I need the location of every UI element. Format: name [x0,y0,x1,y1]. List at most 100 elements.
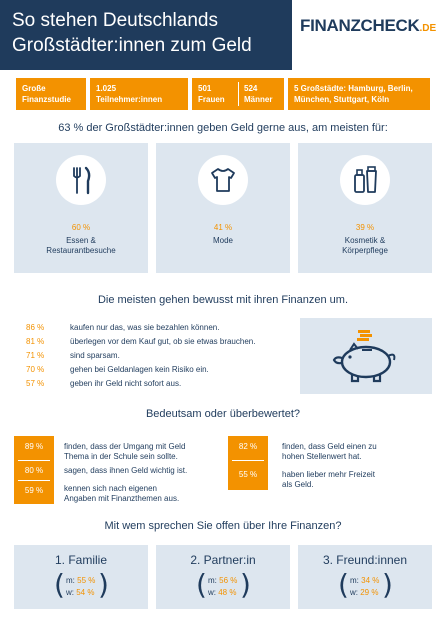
openness-partner-label: 2. Partner:in [190,553,256,567]
finance-row-pct: 81 % [26,337,45,346]
finance-row-text: überlegen vor dem Kauf gut, ob sie etwas… [70,337,256,346]
m-label: m: [208,576,217,585]
openness-family-m: m: 55 % [66,576,95,585]
page-title-line-1: So stehen Deutschlands [12,10,218,31]
importance-right-line: haben lieber mehr Freizeit [282,470,375,479]
piggy-bank-panel [300,318,432,394]
category-fashion-label-line-1: Mode [212,236,233,245]
finanzcheck-logo: FINANZCHECK.DE [300,16,436,36]
importance-left-pct: 89 % [24,442,44,451]
importance-right-pct-column: 82 % 55 % [228,436,268,490]
finance-row-text: gehen bei Geldanlagen kein Risiko ein. [70,365,209,374]
importance-right-pct: 55 % [238,470,258,479]
category-food-pct: 60 % [71,223,91,232]
importance-left-line: Thema in der Schule sein sollte. [64,452,178,461]
category-food-label-line-2: Restaurantbesuche [46,246,116,255]
openness-partner-w: w: 48 % [208,588,236,597]
women-count: 501 [198,84,212,93]
openness-family-label: 1. Familie [54,553,107,567]
finance-row-pct: 70 % [26,365,45,374]
importance-left-row: sagen, dass ihnen Geld wichtig ist. [64,466,187,476]
importance-left-pct-column: 89 % 80 % 59 % [14,436,54,504]
logo-suffix-text: .DE [419,23,437,34]
w-label: w: [350,588,358,597]
w-label: w: [66,588,74,597]
importance-right-line: hohen Stellenwert hat. [282,452,362,461]
openness-family-w: w: 54 % [66,588,94,597]
category-food-label-line-1: Essen & [66,236,96,245]
importance-title: Bedeutsam oder überbewertet? [145,408,301,420]
title-box: So stehen Deutschlands Großstädter:innen… [0,0,292,70]
importance-left-pct: 59 % [24,486,44,495]
importance-left-line: finden, dass der Umgang mit Geld [64,442,186,451]
m-label: m: [350,576,359,585]
category-fashion-label: Mode [156,236,290,246]
bracket-right-icon: ) [240,568,251,601]
importance-right-row: haben lieber mehr Freizeit als Geld. [282,470,375,490]
finance-row-pct: 57 % [26,379,45,388]
cutlery-icon [56,155,106,205]
pct-divider [232,460,264,461]
study-line-1: Große [22,84,46,93]
pct-divider [18,460,50,461]
importance-left-line: kennen sich nach eigenen [64,484,157,493]
openness-friends-label: 3. Freund:innen [322,553,408,567]
piggy-bank-icon [332,330,396,383]
openness-title: Mit wem sprechen Sie offen über Ihre Fin… [104,520,342,532]
category-cosmetics-label: Kosmetik & Körperpflege [298,236,432,256]
cities-box: 5 Großstädte: Hamburg, Berlin, München, … [288,78,430,110]
importance-right-line: als Geld. [282,480,314,489]
cosmetics-icon [340,155,390,205]
men-label: Männer [244,95,273,104]
participants-label: Teilnehmer:innen [96,95,163,104]
header: So stehen Deutschlands Großstädter:innen… [0,0,446,70]
finance-title: Die meisten gehen bewusst mit ihren Fina… [97,294,349,306]
category-food: 60 % Essen & Restaurantbesuche [14,143,148,273]
openness-friends-m: m: 34 % [350,576,379,585]
importance-left-pct: 80 % [24,466,44,475]
category-food-label: Essen & Restaurantbesuche [14,236,148,256]
importance-right-line: finden, dass Geld einen zu [282,442,377,451]
bracket-left-icon: ( [54,568,65,601]
openness-partner-m: m: 56 % [208,576,237,585]
bracket-left-icon: ( [338,568,349,601]
page-title-line-2: Großstädter:innen zum Geld [12,35,252,56]
category-cosmetics-pct: 39 % [355,223,375,232]
importance-left-row: kennen sich nach eigenen Angaben mit Fin… [64,484,179,504]
category-cosmetics-label-line-1: Kosmetik & [344,236,386,245]
finance-row-pct: 86 % [26,323,45,332]
spending-title: 63 % der Großstädter:innen geben Geld ge… [58,122,388,134]
bracket-right-icon: ) [382,568,393,601]
category-cosmetics-label-line-2: Körperpflege [342,246,388,255]
finance-row-pct: 71 % [26,351,45,360]
category-fashion: 41 % Mode [156,143,290,273]
bracket-left-icon: ( [196,568,207,601]
cities-line-1: 5 Großstädte: Hamburg, Berlin, [294,84,413,93]
openness-partner: 2. Partner:in ( ) m: 56 % w: 48 % [156,545,290,609]
m-value: 34 % [361,576,380,585]
openness-friends: 3. Freund:innen ( ) m: 34 % w: 29 % [298,545,432,609]
pct-divider [18,480,50,481]
w-value: 48 % [218,588,237,597]
importance-right-pct: 82 % [238,442,258,451]
m-value: 55 % [77,576,96,585]
women-label: Frauen [198,95,225,104]
openness-family: 1. Familie ( ) m: 55 % w: 54 % [14,545,148,609]
finance-row-text: sind sparsam. [70,351,120,360]
tshirt-icon [198,155,248,205]
participants-box: 1.025 Teilnehmer:innen [90,78,188,110]
finance-row-text: kaufen nur das, was sie bezahlen können. [70,323,220,332]
bracket-right-icon: ) [98,568,109,601]
m-value: 56 % [219,576,238,585]
category-cosmetics: 39 % Kosmetik & Körperpflege [298,143,432,273]
importance-left-row: finden, dass der Umgang mit Geld Thema i… [64,442,185,462]
study-line-2: Finanzstudie [22,95,71,104]
finance-row-text: geben ihr Geld nicht sofort aus. [70,379,182,388]
w-label: w: [208,588,216,597]
m-label: m: [66,576,75,585]
w-value: 29 % [360,588,379,597]
gender-separator [238,82,239,106]
importance-right-row: finden, dass Geld einen zu hohen Stellen… [282,442,377,462]
men-count: 524 [244,84,258,93]
